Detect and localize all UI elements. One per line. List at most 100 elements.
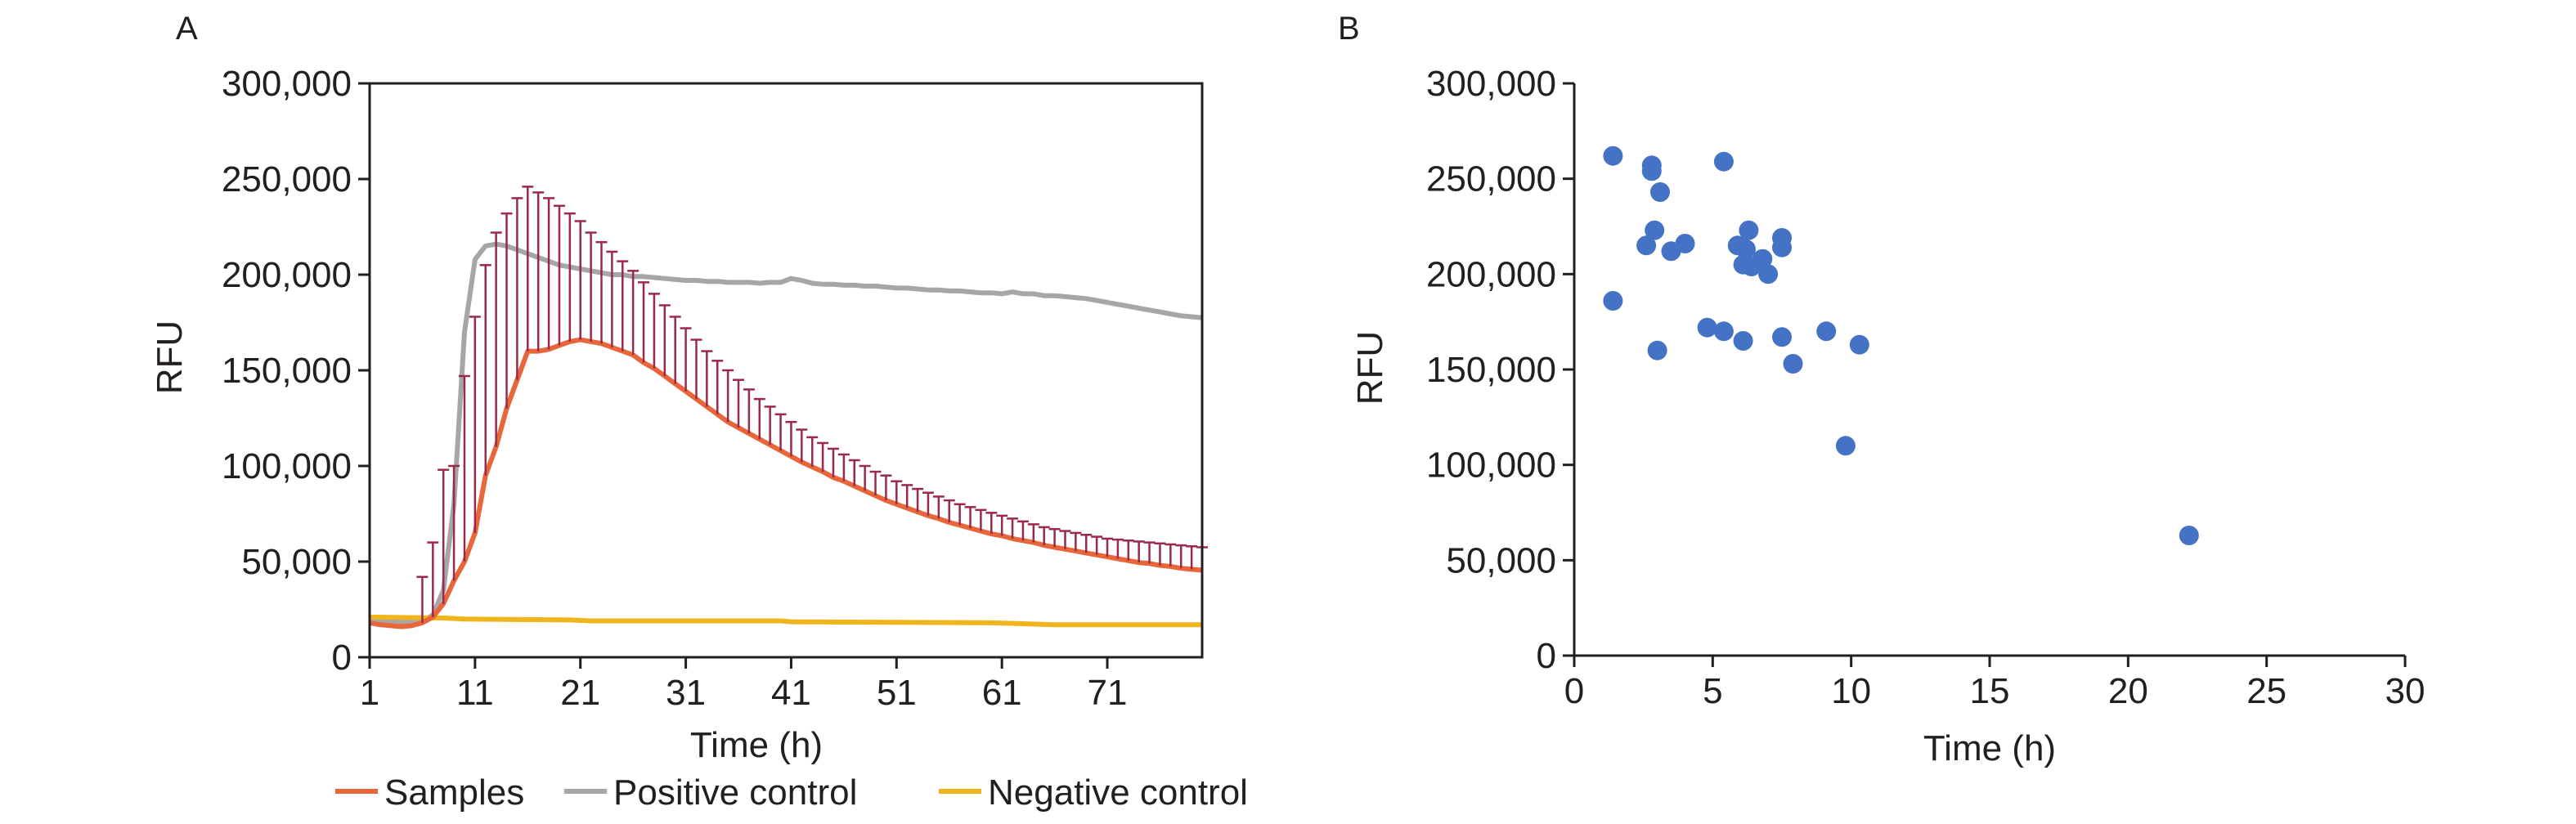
error-bar: [522, 186, 534, 352]
error-bar: [638, 281, 650, 363]
error-bar: [617, 260, 629, 352]
panel-a-y-tick-label: 50,000: [241, 542, 352, 582]
scatter-point: [1636, 235, 1657, 256]
error-bar: [912, 487, 924, 513]
error-bar: [543, 197, 555, 350]
error-bar: [511, 197, 523, 380]
error-bar: [1038, 526, 1050, 546]
scatter-point: [1645, 220, 1665, 240]
scatter-point: [1675, 234, 1695, 253]
error-bar: [753, 397, 765, 440]
error-bar: [1007, 517, 1019, 539]
scatter-point: [1713, 151, 1734, 172]
error-bar: [743, 388, 755, 434]
panel-a-label: A: [176, 11, 198, 47]
error-bar: [1091, 535, 1103, 555]
error-bar: [553, 204, 565, 346]
error-bar: [701, 350, 713, 407]
panel-b-x-tick-label: 5: [1703, 671, 1722, 711]
scatter-point: [1650, 182, 1670, 202]
panel-b-y-tick-label: 200,000: [1426, 254, 1556, 294]
error-bar: [806, 436, 819, 468]
panel-b-x-tick-label: 25: [2246, 671, 2287, 711]
error-bar: [690, 338, 702, 400]
panel-a-x-axis-title: Time (h): [690, 725, 823, 765]
error-bar: [1070, 531, 1082, 552]
panel-b-x-tick-label: 15: [1970, 671, 2010, 711]
panel-b-x-axis-title: Time (h): [1923, 728, 2056, 768]
error-bar: [563, 212, 576, 342]
scatter-point: [1758, 264, 1779, 284]
panel-a-x-tick-label: 41: [771, 673, 811, 713]
samples-line: [369, 337, 1203, 629]
error-bar: [458, 374, 470, 562]
negative-control-line: [369, 614, 1202, 628]
legend-positive-control-label: Positive control: [613, 772, 857, 813]
panel-b-points: [1603, 146, 2199, 545]
panel-a-series-layer: [369, 241, 1203, 629]
scatter-point: [1647, 340, 1667, 360]
error-bar: [785, 420, 797, 457]
positive-control-line: [369, 241, 1203, 625]
panel-a-x-tick-label: 71: [1088, 673, 1128, 713]
panel-b-x-tick-label: 10: [1831, 671, 1871, 711]
error-bar: [500, 212, 513, 409]
error-bar: [954, 503, 966, 526]
error-bar: [1186, 545, 1198, 570]
error-bar: [416, 575, 429, 623]
error-bar: [606, 250, 618, 347]
error-bar: [1143, 541, 1156, 564]
error-bar: [943, 499, 955, 523]
panel-a-chart: A 0 50,000 100,000 150,000 200,000 250,000 300…: [150, 11, 1248, 813]
panel-b-x-tick-label: 0: [1564, 671, 1584, 711]
error-bar: [891, 480, 903, 504]
error-bar: [669, 316, 681, 384]
scatter-point: [1816, 321, 1837, 342]
error-bar: [680, 327, 692, 392]
scatter-point: [1641, 161, 1662, 181]
error-bar: [479, 264, 491, 476]
error-bar: [1111, 538, 1124, 559]
error-bar: [648, 293, 660, 369]
error-bar: [796, 428, 808, 463]
error-bar: [1154, 542, 1166, 566]
error-bar: [427, 541, 439, 617]
error-bar: [880, 474, 892, 501]
legend-negative-control-label: Negative control: [988, 772, 1248, 813]
scatter-point: [1783, 354, 1803, 374]
error-bar: [574, 220, 586, 340]
error-bar: [859, 464, 871, 491]
panel-b-y-tick-label: 100,000: [1426, 446, 1556, 486]
panel-a-axes: 0 50,000 100,000 150,000 200,000 250,000 300,0…: [222, 64, 1204, 713]
panel-a-y-tick-label: 300,000: [222, 64, 352, 104]
panel-a-y-tick-label: 100,000: [222, 446, 352, 486]
legend-samples-label: Samples: [384, 772, 524, 813]
error-bar: [964, 506, 976, 529]
panel-a-x-tick-label: 31: [666, 673, 706, 713]
panel-a-y-tick-label: 250,000: [222, 159, 352, 199]
error-bar: [1048, 527, 1061, 548]
error-bar: [1027, 523, 1039, 543]
error-bar: [1102, 537, 1114, 558]
panel-b-chart: B 050,000100,000150,000200,000250,000300…: [1338, 11, 2425, 768]
panel-a-x-tick-label: 51: [877, 673, 917, 713]
error-bar: [922, 491, 934, 516]
error-bar: [837, 453, 850, 481]
scatter-point: [1603, 146, 1623, 166]
error-bar: [932, 495, 945, 519]
panel-b-y-tick-label: 0: [1537, 636, 1556, 676]
error-bar: [490, 231, 502, 447]
panel-b-label: B: [1338, 11, 1360, 47]
panel-b-y-tick-label: 50,000: [1446, 540, 1556, 580]
scatter-point: [1772, 237, 1792, 258]
scatter-point: [1733, 331, 1753, 351]
panel-a-x-tick-label: 1: [360, 673, 379, 713]
panel-b-y-axis-title: RFU: [1350, 331, 1390, 405]
error-bar: [469, 316, 481, 533]
error-bar: [774, 413, 787, 451]
panel-a-x-tick-label: 21: [560, 673, 600, 713]
panel-a-x-tick-label: 11: [456, 673, 494, 713]
error-bar: [711, 360, 724, 414]
scatter-point: [1603, 291, 1623, 311]
